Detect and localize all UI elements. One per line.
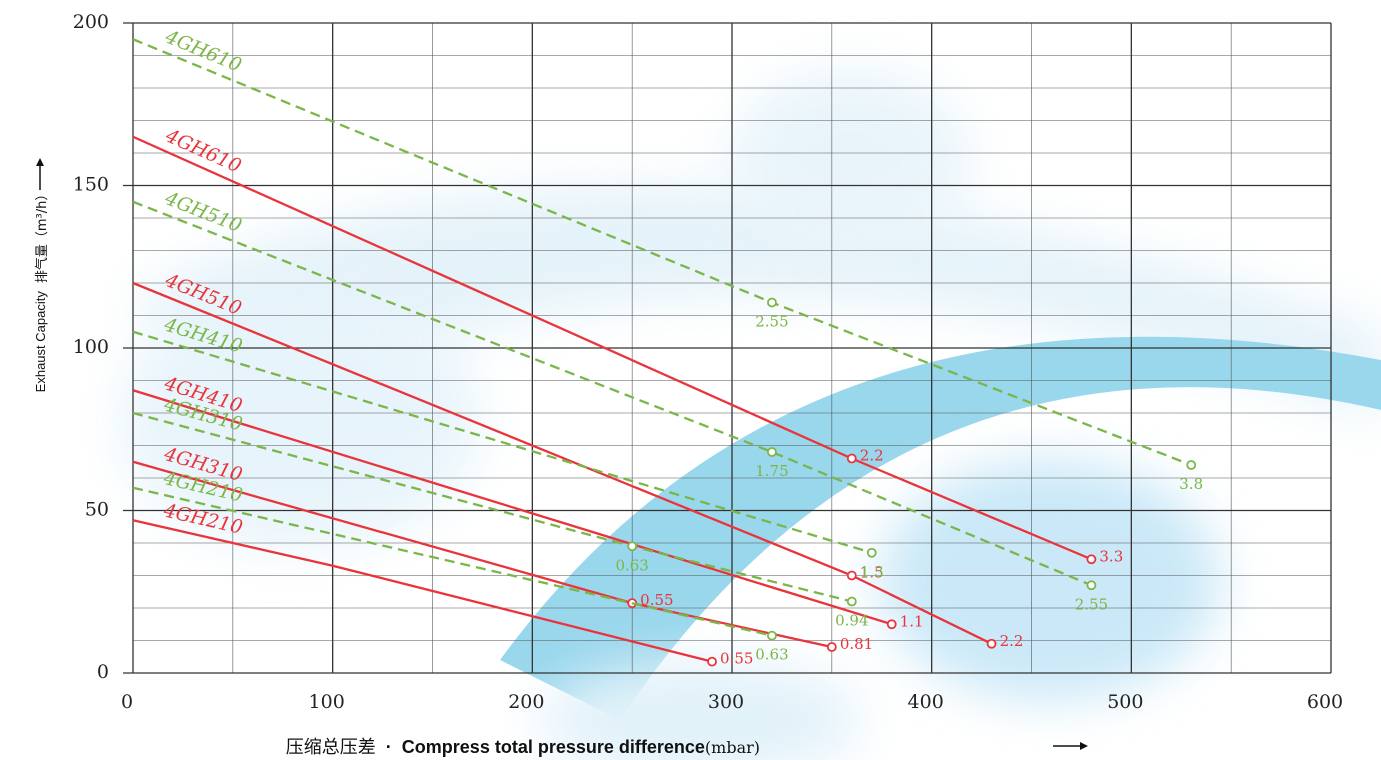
x-label-en: Compress total pressure difference (402, 737, 705, 757)
x-tick-label: 500 (1107, 691, 1143, 713)
data-point (627, 541, 638, 552)
x-tick-label: 400 (908, 691, 944, 713)
x-label-cn: 压缩总压差 (286, 737, 376, 758)
series-name: 4GH610 (161, 124, 244, 177)
data-point (1086, 580, 1097, 591)
data-point (846, 453, 857, 464)
series-line (132, 486, 773, 637)
data-point (826, 642, 837, 652)
y-tick-label: 50 (85, 499, 109, 521)
plot-lines (132, 38, 1197, 667)
point-label: 0.81 (840, 635, 873, 653)
x-tick-label: 100 (309, 691, 345, 713)
data-point (767, 447, 777, 457)
point-label: 0.55 (720, 650, 753, 668)
background-decoration (120, 70, 1381, 760)
x-axis-label: 压缩总压差 · Compress total pressure difference… (286, 737, 760, 758)
y-label-cn: 排气量（m³/h） (34, 188, 50, 284)
data-point (1186, 460, 1197, 470)
y-tick-label: 100 (73, 336, 109, 358)
data-point (707, 656, 717, 667)
point-label: 0.94 (835, 612, 868, 630)
x-tick-label: 600 (1307, 691, 1343, 713)
y-tick-label: 150 (73, 174, 109, 196)
series-line (132, 519, 713, 663)
point-label: 3.8 (1179, 475, 1203, 493)
y-axis-label: Exhaust Capacity 排气量（m³/h） (33, 188, 49, 393)
point-label: 1.3 (860, 563, 884, 581)
y-arrow (36, 158, 44, 190)
point-label: 2.55 (1075, 595, 1108, 613)
point-label: 0.63 (615, 556, 648, 574)
point-label: 1.1 (900, 612, 924, 630)
point-label: 0.55 (640, 591, 673, 609)
data-point (1086, 554, 1097, 565)
series-line (132, 330, 873, 554)
point-label: 1.5 (860, 564, 884, 582)
data-point (886, 619, 897, 630)
data-point (846, 570, 857, 581)
point-label: 2.2 (1000, 632, 1024, 650)
series-name: 4GH610 (161, 25, 244, 76)
series-line (132, 389, 893, 626)
y-tick-label: 200 (73, 11, 109, 33)
data-point (767, 297, 777, 308)
x-label-unit: (mbar) (705, 738, 760, 757)
data-point (767, 630, 777, 641)
y-label-en: Exhaust Capacity (33, 291, 48, 393)
grid (123, 22, 1332, 674)
x-tick-label: 300 (708, 691, 744, 713)
data-point (866, 547, 877, 558)
y-tick-label: 0 (97, 661, 109, 683)
series-name: 4GH510 (161, 187, 245, 237)
x-tick-label: 0 (121, 691, 133, 713)
series-line (132, 200, 1092, 587)
data-point (846, 596, 857, 607)
point-label: 2.2 (860, 447, 884, 465)
point-label: 2.55 (755, 313, 788, 331)
data-point (986, 638, 997, 649)
point-label: 0.63 (755, 646, 788, 664)
point-label: 3.3 (1099, 547, 1123, 565)
x-arrow (1053, 742, 1088, 750)
point-label: 1.75 (755, 462, 788, 480)
x-label-sep: · (386, 737, 392, 757)
x-tick-label: 200 (508, 691, 544, 713)
